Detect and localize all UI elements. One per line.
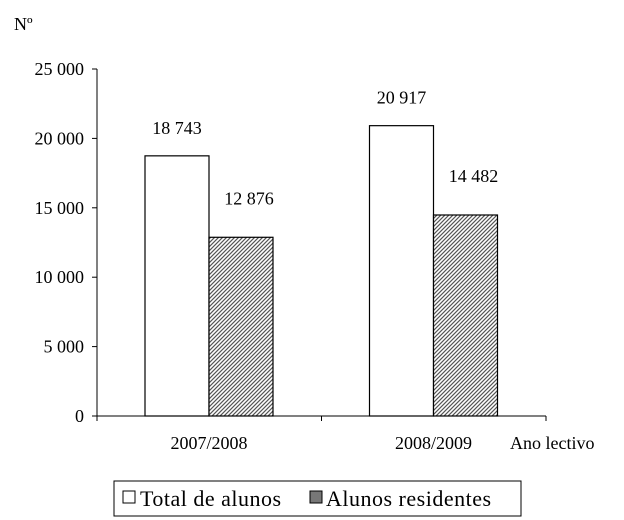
bar-total (370, 126, 434, 416)
y-tick-label: 10 000 (35, 267, 85, 287)
y-tick-label: 25 000 (35, 59, 85, 79)
legend-swatch (310, 491, 322, 503)
x-axis-title: Ano lectivo (510, 433, 594, 453)
y-tick-label: 0 (75, 406, 84, 426)
data-label: 14 482 (449, 166, 499, 186)
x-tick-label: 2007/2008 (170, 433, 247, 453)
bar-total (145, 156, 209, 416)
x-axis: 2007/2008 2008/2009 (97, 416, 546, 453)
y-axis: 0 5 000 10 000 15 000 20 000 25 000 (35, 59, 98, 426)
x-tick-label: 2008/2009 (395, 433, 472, 453)
data-label: 12 876 (224, 188, 274, 208)
bar-residentes (209, 237, 273, 416)
bars (145, 126, 498, 416)
y-tick-label: 5 000 (44, 337, 85, 357)
legend-swatch (123, 491, 135, 503)
y-tick-label: 20 000 (35, 128, 85, 148)
legend: Total de alunos Alunos residentes (114, 481, 521, 516)
y-axis-title: Nº (14, 14, 33, 34)
bar-residentes (434, 215, 498, 416)
legend-label: Alunos residentes (326, 486, 492, 511)
y-tick-label: 15 000 (35, 198, 85, 218)
data-label: 20 917 (377, 88, 427, 108)
data-label: 18 743 (152, 118, 202, 138)
legend-label: Total de alunos (140, 486, 282, 511)
